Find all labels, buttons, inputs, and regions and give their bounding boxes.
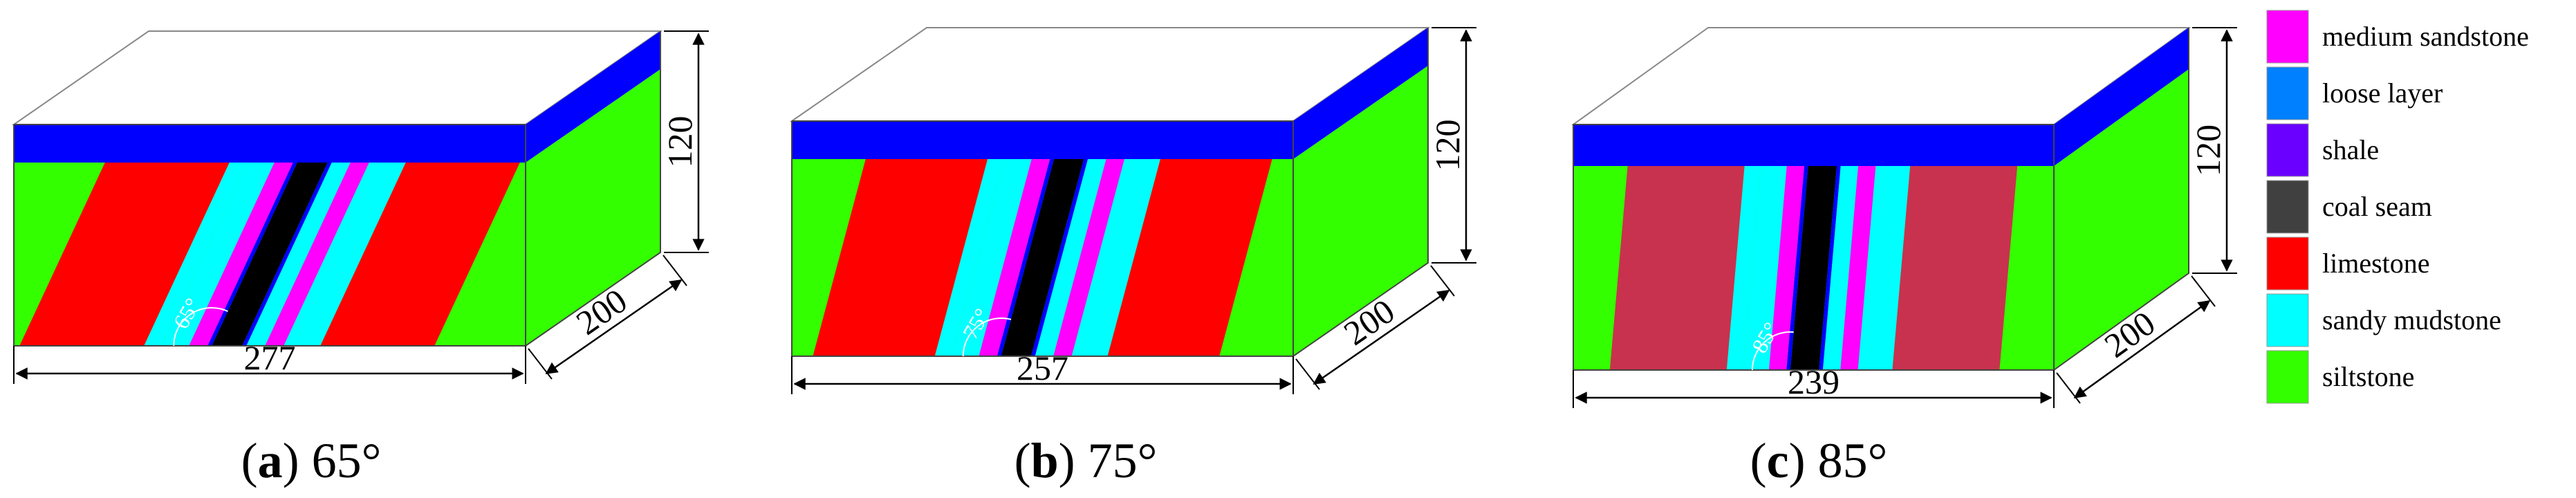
shale-band-left <box>207 163 297 346</box>
shale-band-right <box>1819 166 1841 370</box>
shale-band-right <box>242 163 332 346</box>
caption-b: (b) 75° <box>1014 433 1158 488</box>
limestone-band-left <box>813 159 988 356</box>
legend-swatch-siltstone <box>2266 350 2309 404</box>
width-label: 257 <box>1017 349 1068 387</box>
sandy-mudstone-band-right-2 <box>284 163 406 346</box>
sandy-mudstone-band-left <box>144 163 247 346</box>
caption-value: 75° <box>1075 433 1158 488</box>
right-face-top-layer <box>526 31 660 163</box>
caption-value: 85° <box>1806 433 1888 488</box>
limestone-band-right <box>320 163 520 346</box>
sandy-mudstone-band-right-2 <box>1857 166 1911 370</box>
sandy-mudstone-band-left-2 <box>1743 166 1787 370</box>
strata <box>1609 166 2018 370</box>
legend-label-coal-seam: coal seam <box>2322 191 2432 222</box>
caption-open-paren: ( <box>1014 433 1031 488</box>
limestone-band-right <box>1892 166 2018 370</box>
legend-swatch-medium-sandstone <box>2266 10 2309 64</box>
sandy-mudstone-band-right <box>246 163 351 346</box>
height-label: 120 <box>1428 120 1467 172</box>
limestone-band-left <box>19 163 230 346</box>
limestone-band-right <box>1107 159 1272 356</box>
caption-close-paren: ) <box>1789 433 1806 488</box>
legend-swatch-sandy-mudstone <box>2266 293 2309 347</box>
sandy-mudstone-band-left <box>934 159 1005 356</box>
angle-arc <box>173 307 228 347</box>
angle-arc <box>962 317 1012 357</box>
legend-swatch-limestone <box>2266 237 2309 290</box>
caption-c: (c) 85° <box>1750 433 1888 488</box>
shale-band-left <box>997 159 1055 356</box>
legend-label-medium-sandstone: medium sandstone <box>2322 21 2529 52</box>
front-face-top-layer <box>14 124 526 163</box>
depth-dimension-line <box>2073 299 2211 399</box>
limestone-band-left <box>1609 166 1745 370</box>
legend: medium sandstone loose layer shale coal sea… <box>2266 10 2529 404</box>
height-label: 120 <box>660 116 699 168</box>
caption-a: (a) 65° <box>241 433 382 488</box>
medium-sandstone-band-left <box>979 159 1050 356</box>
sandy-mudstone-band-left-2 <box>161 163 275 346</box>
legend-label-loose-layer: loose layer <box>2322 77 2443 109</box>
strata <box>813 159 1272 356</box>
strata <box>19 163 520 346</box>
sandy-mudstone-band-right <box>1035 159 1106 356</box>
caption-letter: a <box>258 433 283 488</box>
legend-label-sandy-mudstone: sandy mudstone <box>2322 304 2501 335</box>
sandy-mudstone-band-left-2 <box>952 159 1032 356</box>
angle-arc <box>1751 331 1794 371</box>
depth-dimension-line <box>1313 289 1450 385</box>
depth-dimension-line <box>545 279 683 375</box>
front-face-top-layer <box>792 121 1293 159</box>
medium-sandstone-band-left <box>1768 166 1805 370</box>
width-label: 239 <box>1788 362 1840 401</box>
caption-open-paren: ( <box>241 433 258 488</box>
medium-sandstone-band-left <box>189 163 293 346</box>
coal-seam-band <box>1790 166 1837 370</box>
legend-label-shale: shale <box>2322 134 2379 165</box>
shale-band-right <box>1030 159 1088 356</box>
right-face-siltstone <box>1293 66 1428 356</box>
right-face-siltstone <box>526 69 660 346</box>
front-face-top-layer <box>1573 124 2054 166</box>
sandy-mudstone-band-right <box>1822 166 1859 370</box>
right-face-siltstone <box>2054 69 2189 370</box>
right-face-top-layer <box>1293 28 1428 159</box>
right-face-top-layer <box>2054 28 2189 166</box>
legend-label-limestone: limestone <box>2322 248 2430 279</box>
width-label: 277 <box>244 338 296 377</box>
legend-label-siltstone: siltstone <box>2322 361 2414 392</box>
medium-sandstone-band-right <box>1840 166 1876 370</box>
caption-open-paren: ( <box>1750 433 1767 488</box>
legend-swatch-loose-layer <box>2266 66 2309 120</box>
caption-letter: b <box>1031 433 1059 488</box>
medium-sandstone-band-right <box>265 163 369 346</box>
coal-seam-band <box>1001 159 1084 356</box>
caption-close-paren: ) <box>283 433 299 488</box>
sandy-mudstone-band-right-2 <box>1071 159 1160 356</box>
height-label: 120 <box>2189 124 2227 176</box>
shale-band-left <box>1786 166 1808 370</box>
coal-seam-band <box>212 163 328 346</box>
caption-close-paren: ) <box>1059 433 1075 488</box>
caption-letter: c <box>1767 433 1789 488</box>
legend-swatch-coal-seam <box>2266 180 2309 234</box>
caption-value: 65° <box>299 433 382 488</box>
legend-swatch-shale <box>2266 123 2309 177</box>
sandy-mudstone-band-left <box>1726 166 1761 370</box>
medium-sandstone-band-right <box>1053 159 1125 356</box>
